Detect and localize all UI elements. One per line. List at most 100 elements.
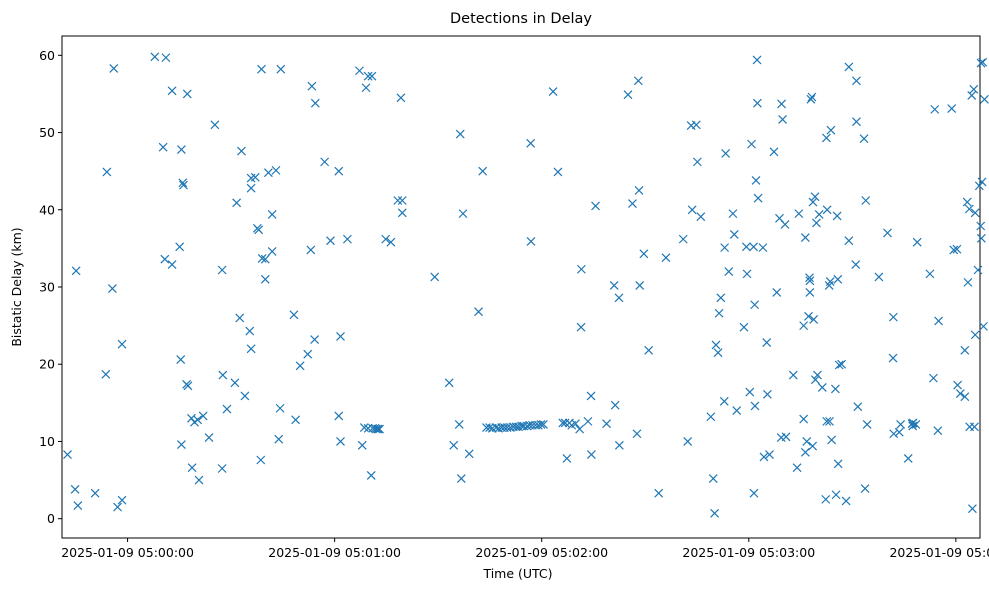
data-point [834,360,844,370]
data-point [964,204,974,214]
data-point [810,375,820,385]
data-point [386,237,396,247]
data-point [832,211,842,221]
data-point [952,244,962,254]
data-point [548,87,558,97]
data-point [805,276,815,286]
data-point [176,440,186,449]
data-point [160,254,170,264]
data-point [967,91,977,100]
data-point [799,321,809,331]
data-point [230,378,240,388]
data-point [614,293,624,303]
data-point [381,234,391,244]
data-point [808,441,818,451]
data-point [687,205,697,215]
x-tick-label: 2025-01-09 05:02:00 [475,545,608,560]
data-point [635,281,645,290]
data-point [274,434,284,444]
data-point [102,167,112,177]
data-point [822,133,831,143]
data-point [930,104,940,114]
data-point [769,147,779,157]
data-point [320,157,330,167]
data-point [911,420,921,429]
data-point [749,242,759,252]
data-point [714,308,724,318]
data-point [970,422,979,432]
data-point [628,199,637,209]
data-point [586,391,596,401]
data-point [357,440,367,450]
data-point [576,322,586,332]
data-point [716,293,726,303]
data-point [210,120,220,130]
data-point [711,340,721,350]
data-point [109,64,119,73]
plot-area [61,35,981,539]
data-point [464,449,474,459]
data-point [888,353,898,363]
data-point [765,450,774,460]
data-point [762,389,772,399]
data-point [813,370,822,380]
data-point [947,104,957,114]
data-point [614,440,624,450]
data-point [240,391,250,401]
data-point [925,269,935,279]
data-point [802,437,812,446]
data-point [978,57,988,67]
data-point [194,475,204,485]
data-point [960,392,970,402]
x-tick-label: 2025-01-09 05:04:00 [889,545,989,560]
data-point [246,183,256,193]
data-point [861,196,871,205]
data-point [696,212,706,222]
data-point [827,435,837,445]
data-point [178,178,188,188]
y-tick-label: 20 [39,357,55,372]
data-point [825,277,835,287]
data-point [342,234,352,244]
data-point [455,129,465,139]
data-point [745,387,755,397]
data-point [720,243,730,253]
data-point [708,474,718,483]
data-point [888,312,898,322]
data-point [456,474,466,483]
data-point [583,416,593,426]
y-axis-label: Bistatic Delay (km) [9,227,24,346]
data-point [295,361,305,371]
data-point [576,264,586,274]
x-axis: 2025-01-09 05:00:00 2025-01-09 05:01:00 20… [61,538,989,560]
data-point [430,272,440,282]
data-point [179,180,188,190]
data-point [794,209,804,219]
data-point [263,168,273,178]
data-point [728,209,738,219]
data-point [724,267,734,276]
data-point [970,208,980,218]
data-point [237,146,246,156]
data-point [257,254,267,263]
data-point [928,373,938,383]
data-point [750,401,760,411]
data-point [167,260,177,270]
data-point [800,447,810,457]
data-point [874,272,884,282]
data-point [710,508,720,518]
data-point [719,396,729,406]
data-point [232,198,242,208]
data-point [571,419,580,429]
data-point [101,369,111,379]
data-point [334,166,344,176]
data-point [721,148,731,158]
data-point [822,205,832,215]
data-point [979,321,988,331]
data-point [811,218,821,228]
data-point [63,450,72,460]
data-point [150,52,160,62]
data-point [73,501,83,510]
data-point [752,55,762,65]
data-point [367,71,377,81]
